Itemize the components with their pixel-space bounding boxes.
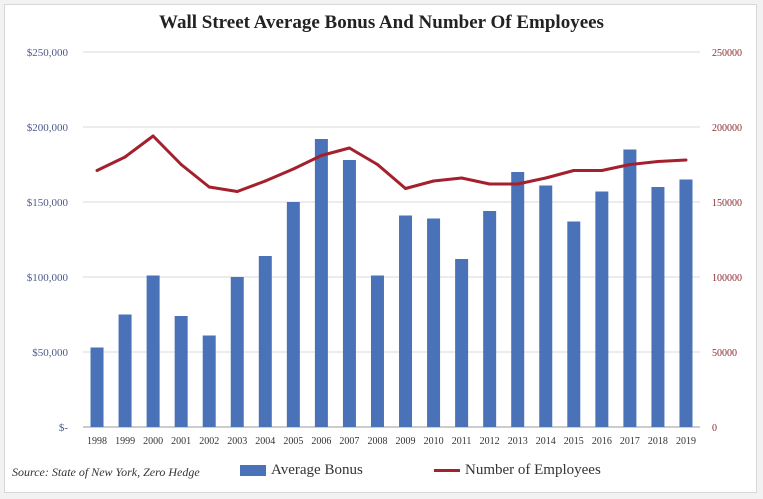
legend-label-average-bonus: Average Bonus — [271, 462, 363, 478]
x-tick-label: 2011 — [452, 436, 472, 447]
point-number-of-employees — [460, 176, 464, 180]
y-right-tick-label: 200000 — [712, 123, 742, 134]
point-number-of-employees — [516, 182, 520, 186]
x-tick-label: 2005 — [283, 436, 303, 447]
legend-average-bonus: Average Bonus — [240, 462, 363, 479]
bar-average-bonus — [146, 275, 160, 427]
bar-average-bonus — [623, 149, 637, 427]
point-number-of-employees — [404, 187, 408, 190]
x-tick-label: 1999 — [115, 436, 135, 447]
x-tick-label: 2017 — [620, 436, 640, 447]
bar-average-bonus — [118, 314, 132, 427]
bar-average-bonus — [286, 202, 300, 427]
bar-average-bonus — [483, 211, 497, 427]
y-left-tick-label: $- — [59, 422, 69, 434]
point-number-of-employees — [151, 134, 155, 138]
bar-average-bonus — [258, 256, 272, 427]
bar-average-bonus — [539, 185, 553, 427]
point-number-of-employees — [291, 167, 295, 171]
point-number-of-employees — [684, 158, 688, 162]
bar-average-bonus — [595, 191, 609, 427]
point-number-of-employees — [544, 176, 548, 180]
x-tick-label: 2007 — [339, 436, 359, 447]
line-number-of-employees — [96, 134, 687, 193]
point-number-of-employees — [572, 169, 576, 172]
point-number-of-employees — [263, 179, 267, 183]
x-tick-label: 2019 — [676, 436, 696, 447]
x-tick-label: 2001 — [171, 436, 191, 447]
point-number-of-employees — [235, 190, 239, 193]
bar-average-bonus — [679, 179, 693, 427]
bar-average-bonus — [455, 259, 469, 427]
bar-average-bonus — [427, 218, 441, 427]
x-tick-label: 1998 — [87, 436, 107, 447]
bar-average-bonus — [90, 347, 104, 427]
x-tick-label: 2006 — [311, 436, 331, 447]
point-number-of-employees — [123, 155, 127, 159]
y-left-tick-label: $200,000 — [27, 122, 69, 134]
legend-swatch-line — [434, 469, 460, 472]
bar-average-bonus — [230, 277, 244, 427]
x-tick-label: 2015 — [564, 436, 584, 447]
x-tick-label: 2009 — [396, 436, 416, 447]
point-number-of-employees — [375, 163, 379, 166]
x-tick-label: 2010 — [424, 436, 444, 447]
point-number-of-employees — [179, 163, 183, 166]
legend-swatch-bar — [240, 465, 266, 476]
bar-average-bonus — [651, 187, 665, 427]
x-tick-label: 2016 — [592, 436, 612, 447]
y-right-tick-label: 250000 — [712, 48, 742, 59]
bar-average-bonus — [567, 221, 581, 427]
bar-average-bonus — [511, 172, 525, 427]
bar-average-bonus — [174, 316, 188, 427]
bar-average-bonus — [202, 335, 216, 427]
legend-label-number-of-employees: Number of Employees — [465, 462, 601, 478]
point-number-of-employees — [207, 185, 211, 189]
y-right-tick-label: 150000 — [712, 198, 742, 209]
x-tick-label: 2003 — [227, 436, 247, 447]
point-number-of-employees — [628, 163, 632, 166]
point-number-of-employees — [319, 154, 323, 157]
x-tick-label: 2002 — [199, 436, 219, 447]
x-tick-label: 2018 — [648, 436, 668, 447]
legend-number-of-employees: Number of Employees — [434, 462, 601, 479]
x-tick-label: 2004 — [255, 436, 275, 447]
x-tick-label: 2014 — [536, 436, 556, 447]
y-left-tick-label: $150,000 — [27, 197, 69, 209]
y-left-tick-label: $50,000 — [32, 347, 68, 359]
x-tick-label: 2013 — [508, 436, 528, 447]
point-number-of-employees — [347, 146, 351, 150]
x-tick-label: 2008 — [367, 436, 387, 447]
chart-title: Wall Street Average Bonus And Number Of … — [159, 12, 604, 33]
y-left-tick-label: $250,000 — [27, 47, 69, 59]
point-number-of-employees — [656, 160, 660, 163]
bar-average-bonus — [370, 275, 384, 427]
bar-average-bonus — [342, 160, 356, 427]
x-tick-label: 2012 — [480, 436, 500, 447]
bar-average-bonus — [399, 215, 413, 427]
point-number-of-employees — [432, 179, 436, 183]
point-number-of-employees — [488, 182, 492, 186]
point-number-of-employees — [600, 169, 604, 172]
y-right-tick-label: 0 — [712, 423, 717, 434]
bar-average-bonus — [314, 139, 328, 427]
y-right-tick-label: 50000 — [712, 348, 737, 359]
source-note: Source: State of New York, Zero Hedge — [12, 465, 200, 479]
x-tick-label: 2000 — [143, 436, 163, 447]
point-number-of-employees — [95, 169, 99, 172]
y-right-tick-label: 100000 — [712, 273, 742, 284]
y-left-tick-label: $100,000 — [27, 272, 69, 284]
